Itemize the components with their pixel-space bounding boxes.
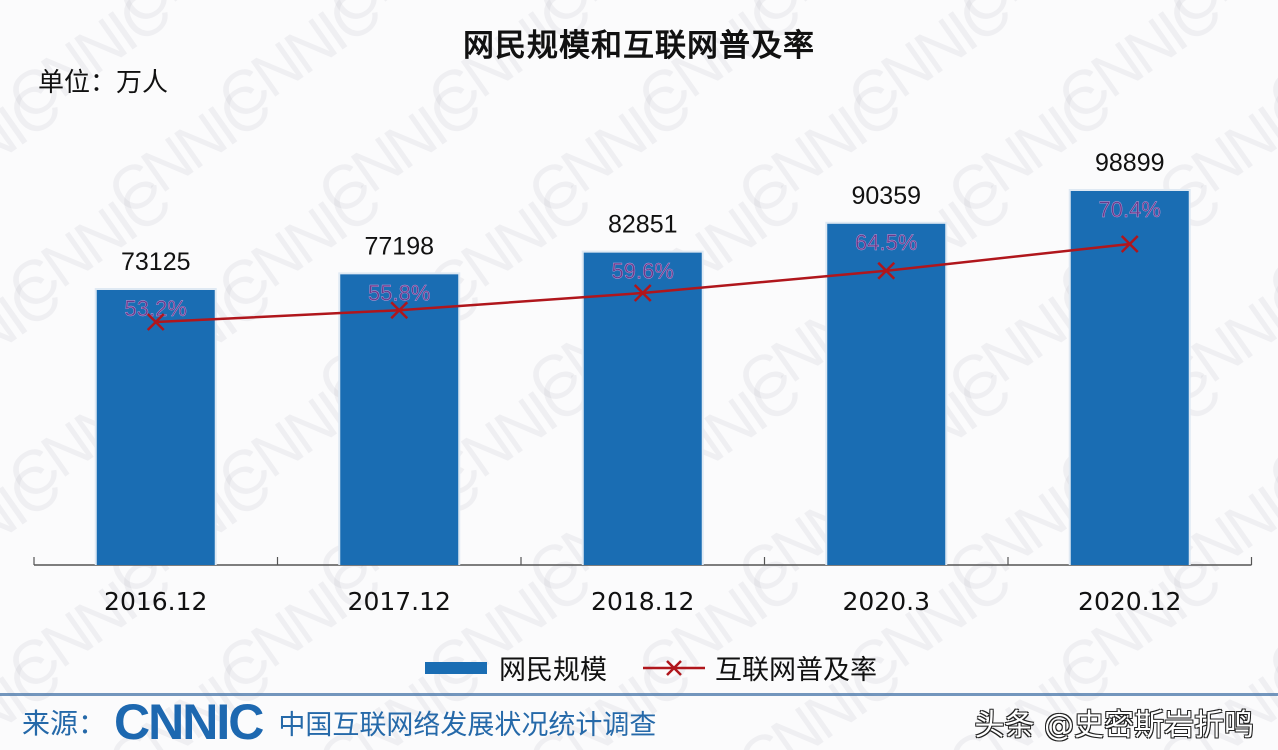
legend-bar-label: 网民规模 [499, 655, 607, 686]
bar-value-label: 77198 [364, 232, 434, 260]
x-marker-icon [633, 284, 652, 302]
x-tick-label: 2020.3 [843, 587, 930, 616]
pct-value-label: 70.4% [1099, 197, 1161, 222]
x-marker-icon [1120, 235, 1139, 253]
chart-legend: 网民规模 互联网普及率 [425, 648, 877, 687]
unit-label: 单位：万人 [38, 68, 169, 98]
pct-value-label: 53.2% [125, 296, 187, 321]
bar-2020.3 [827, 223, 946, 565]
x-tick-label: 2017.12 [348, 587, 451, 616]
x-marker-icon [146, 313, 165, 331]
source-footer: 来源： CNNIC 中国互联网络发展状况统计调查 [22, 694, 657, 750]
x-tick-label: 2018.12 [591, 587, 694, 616]
x-marker-icon [877, 261, 896, 280]
cnnic-logo: CNNIC [114, 694, 264, 750]
x-tick-label: 2016.12 [104, 587, 207, 616]
bar-value-label: 73125 [121, 248, 191, 276]
footer-divider [0, 693, 1278, 696]
x-tick-label: 2020.12 [1078, 587, 1181, 616]
chart-plot-area: 73125 53.2% 2016.12 77198 55.8% 2017.12 82851 5… [33, 149, 1253, 616]
bar-2017.12 [340, 274, 459, 565]
author-credit: 头条 @史密斯岩折鸣 [974, 708, 1254, 743]
bar-value-label: 82851 [608, 211, 678, 239]
bar-2018.12 [583, 252, 702, 565]
source-description: 中国互联网络发展状况统计调查 [278, 709, 657, 741]
x-marker-icon [390, 301, 409, 320]
bar-value-label: 98899 [1095, 149, 1165, 177]
bar-value-label: 90359 [851, 182, 921, 210]
bar-2020.12 [1070, 191, 1189, 565]
chart-title: 网民规模和互联网普及率 [463, 28, 815, 64]
pct-value-label: 59.6% [612, 259, 674, 284]
bar-2016.12 [96, 290, 215, 565]
pct-value-label: 55.8% [368, 280, 430, 305]
legend-bar-swatch [425, 661, 487, 674]
legend-line-label: 互联网普及率 [715, 655, 877, 686]
source-label: 来源： [22, 707, 107, 740]
legend-line-swatch [643, 653, 705, 683]
pct-value-label: 64.5% [855, 230, 917, 255]
